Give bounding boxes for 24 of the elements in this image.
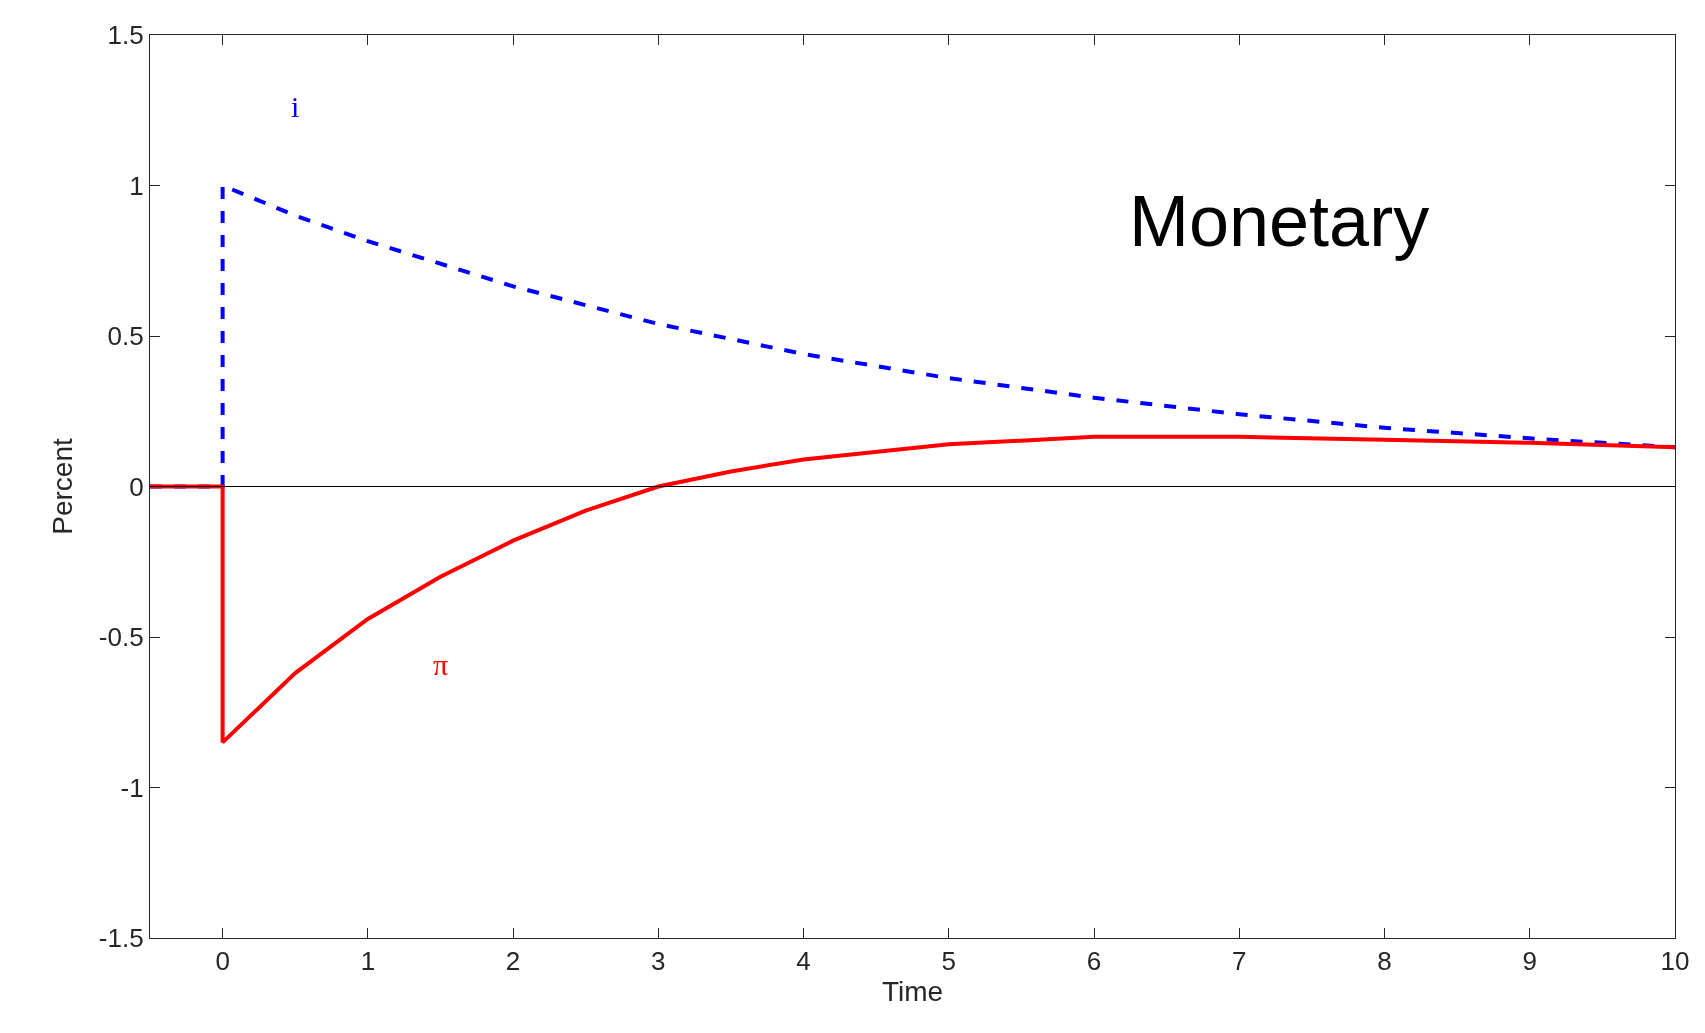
x-tick-label: 7 xyxy=(1232,946,1247,977)
series-label: π xyxy=(433,648,449,681)
annotation: Monetary xyxy=(1129,181,1430,261)
x-tick-label: 1 xyxy=(360,946,376,977)
x-tick-label: 4 xyxy=(796,946,811,977)
line-series xyxy=(150,434,1675,745)
y-tick-label: 0.5 xyxy=(107,321,144,352)
y-tick-label: 1 xyxy=(129,170,144,201)
x-tick-label: 10 xyxy=(1660,946,1690,977)
y-axis-title: Percent xyxy=(46,438,78,535)
y-tick-label: -0.5 xyxy=(98,622,144,653)
y-tick-label: -1 xyxy=(120,772,144,803)
x-axis-title: Time xyxy=(881,976,944,1008)
y-tick-label: 0 xyxy=(129,471,144,502)
x-tick-label: 6 xyxy=(1086,946,1102,977)
y-tick-label: -1.5 xyxy=(98,923,144,954)
x-tick-label: 9 xyxy=(1522,946,1537,977)
x-tick-label: 8 xyxy=(1377,946,1392,977)
text: i xyxy=(291,90,300,123)
x-tick-label: 3 xyxy=(651,946,666,977)
x-tick-label: 5 xyxy=(941,946,957,977)
x-tick-label: 0 xyxy=(215,946,230,977)
x-tick-label: 2 xyxy=(505,946,521,977)
y-tick-label: 1.5 xyxy=(107,20,144,51)
